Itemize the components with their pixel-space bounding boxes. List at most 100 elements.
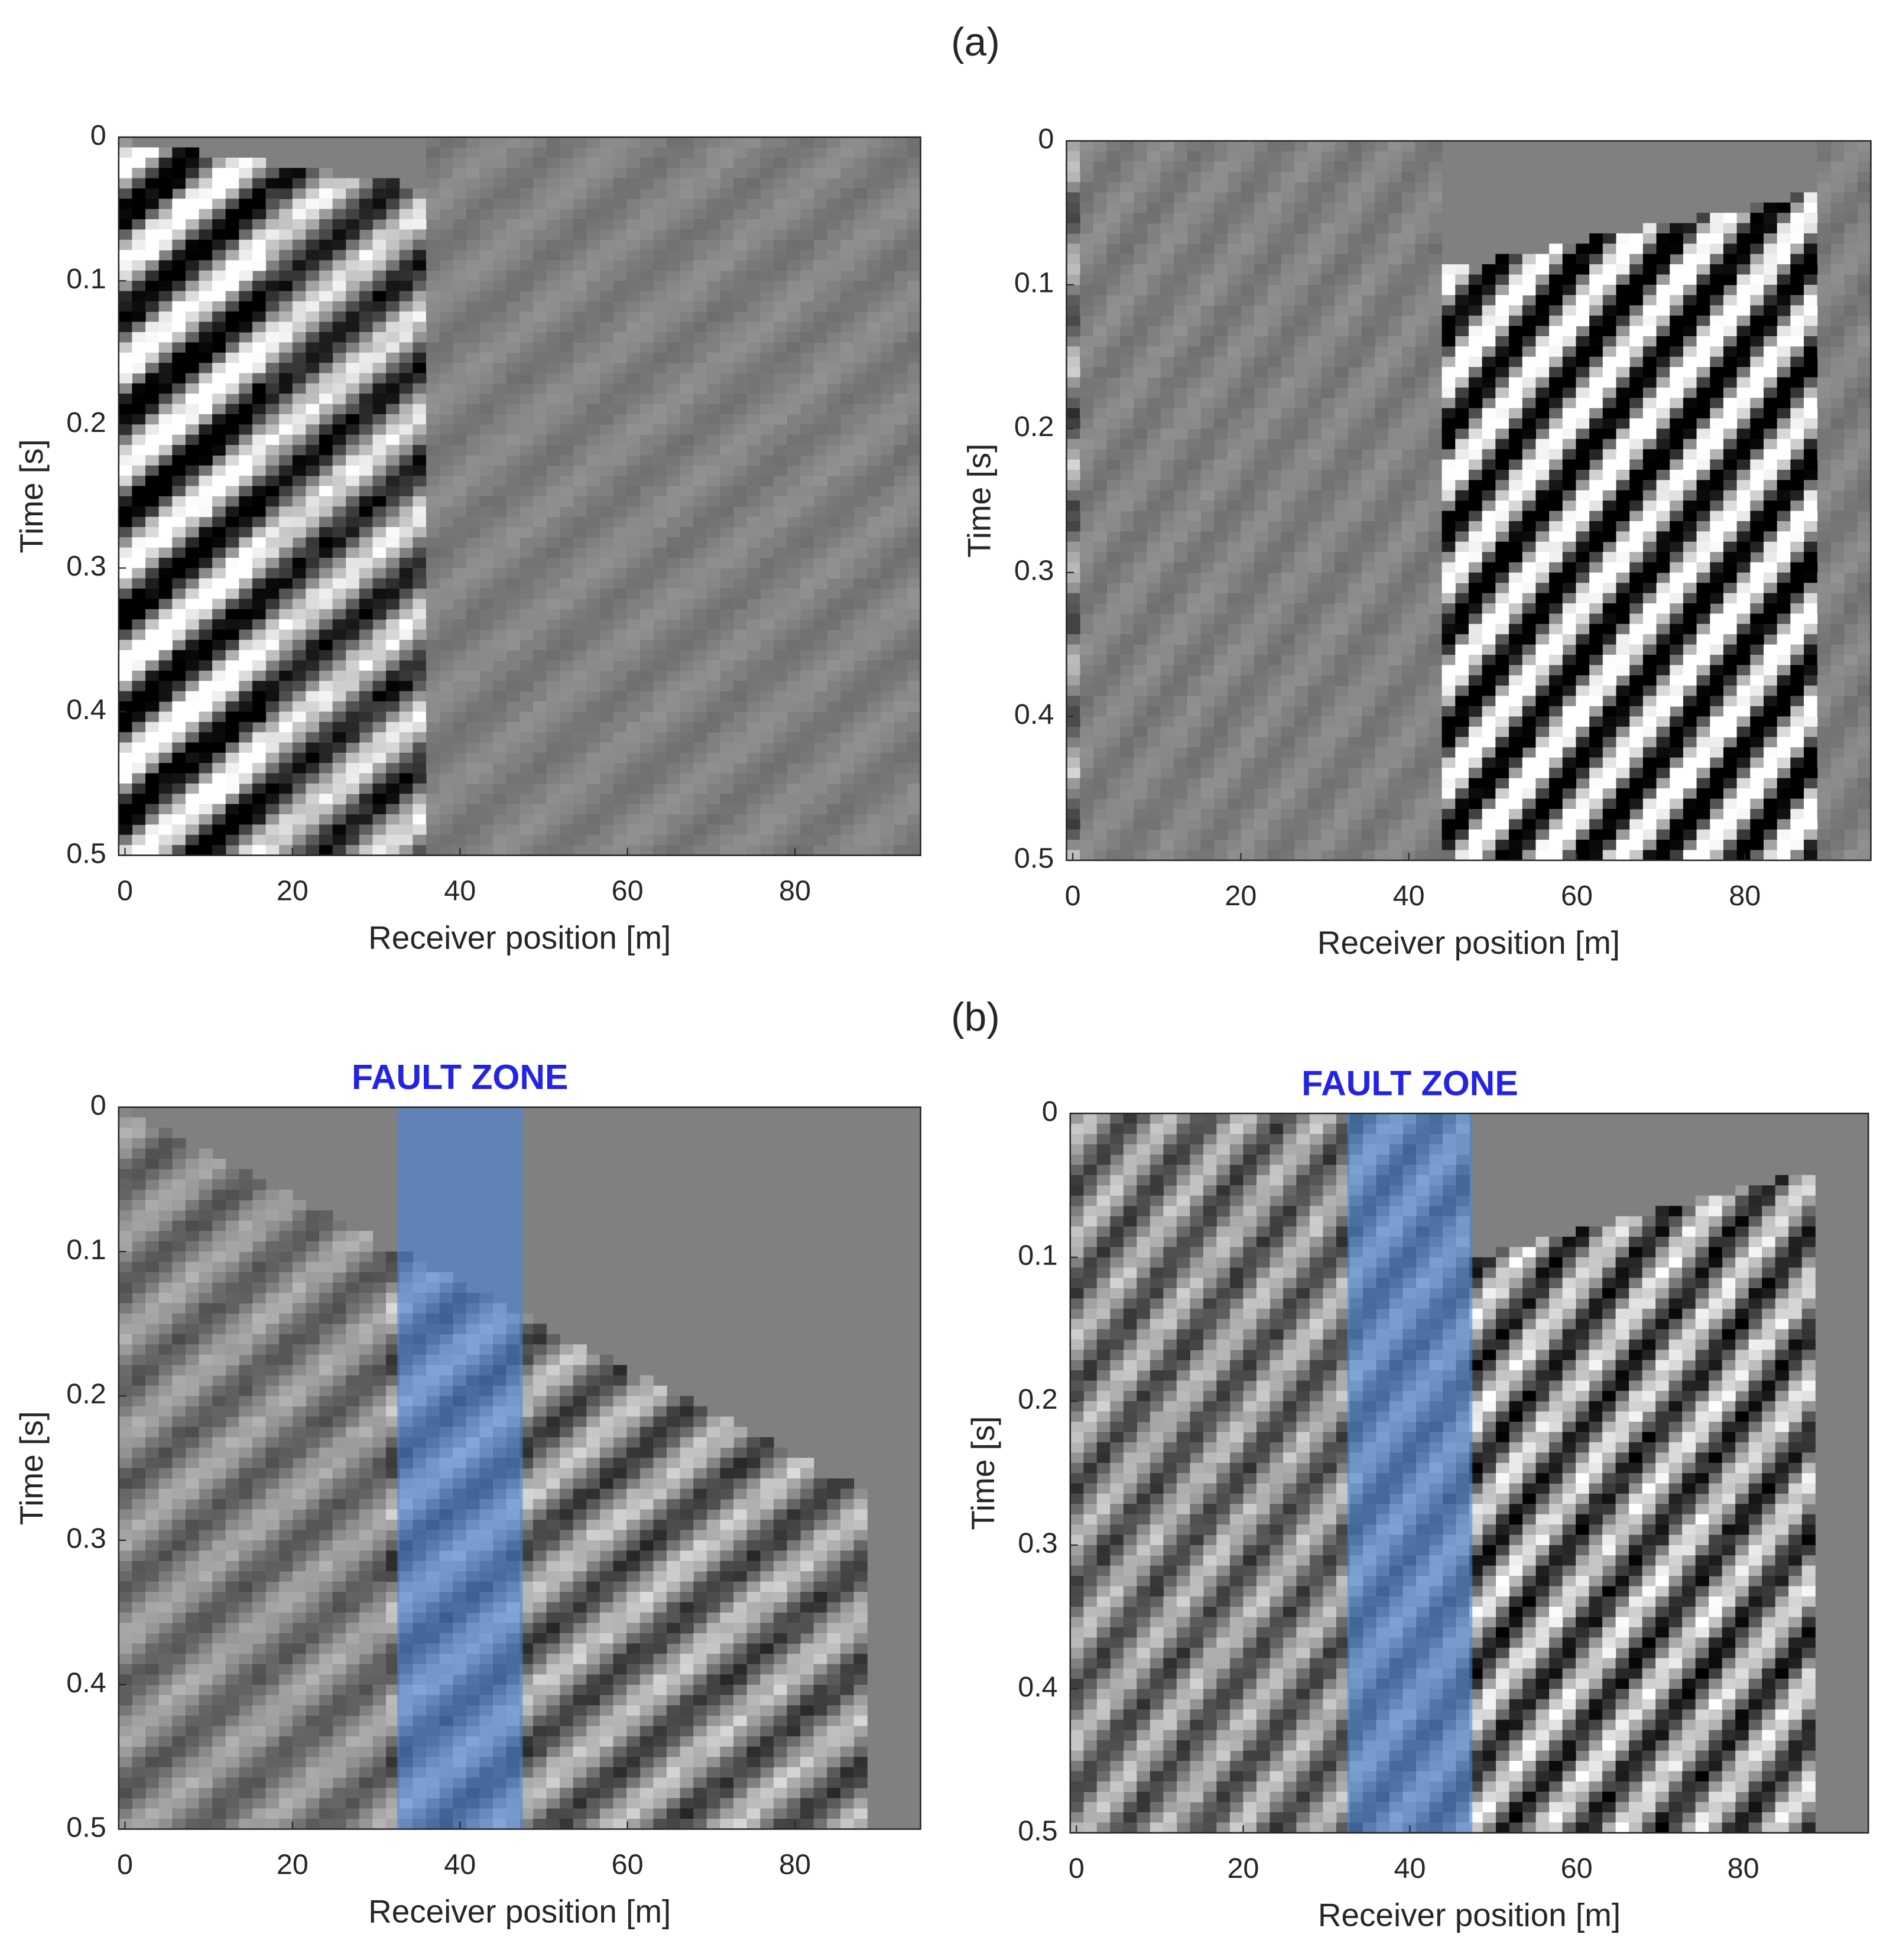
texture-cell: [626, 137, 641, 148]
texture-cell: [453, 260, 467, 271]
texture-cell: [386, 568, 400, 579]
texture-cell: [733, 188, 748, 199]
texture-cell: [413, 516, 427, 528]
texture-cell: [1066, 634, 1080, 645]
texture-cell: [1442, 726, 1456, 737]
texture-cell: [560, 681, 574, 692]
texture-cell: [1415, 603, 1429, 615]
texture-cell: [1455, 490, 1469, 501]
texture-cell: [680, 250, 694, 261]
texture-cell: [239, 373, 253, 384]
texture-cell: [199, 394, 213, 405]
texture-cell: [239, 650, 253, 661]
texture-cell: [1348, 541, 1362, 552]
texture-cell: [118, 199, 133, 210]
texture-cell: [132, 147, 146, 158]
texture-cell: [1335, 480, 1349, 491]
texture-cell: [1133, 470, 1148, 481]
texture-cell: [1428, 644, 1443, 655]
texture-cell: [212, 681, 226, 692]
texture-cell: [1213, 675, 1228, 686]
texture-cell: [306, 270, 320, 281]
texture-cell: [666, 506, 681, 518]
texture-cell: [252, 321, 267, 333]
texture-cell: [265, 291, 280, 302]
texture-cell: [399, 691, 413, 702]
texture-cell: [746, 794, 761, 805]
texture-cell: [599, 188, 614, 199]
texture-cell: [1455, 613, 1469, 625]
texture-cell: [1213, 213, 1228, 224]
texture-cell: [907, 331, 921, 343]
texture-cell: [639, 752, 654, 763]
texture-cell: [573, 794, 587, 805]
texture-cell: [693, 773, 707, 784]
texture-cell: [867, 291, 881, 302]
texture-cell: [1173, 788, 1188, 799]
texture-cell: [413, 229, 427, 240]
texture-cell: [1241, 747, 1255, 758]
texture-cell: [172, 414, 186, 425]
texture-cell: [626, 568, 641, 579]
texture-cell: [626, 444, 641, 456]
texture-cell: [573, 476, 587, 487]
texture-cell: [894, 168, 908, 179]
texture-cell: [492, 239, 507, 251]
texture-cell: [733, 557, 748, 568]
texture-cell: [1375, 253, 1389, 265]
texture-cell: [787, 834, 801, 846]
texture-cell: [1401, 623, 1415, 635]
texture-cell: [1401, 665, 1415, 676]
texture-cell: [1388, 808, 1402, 820]
texture-cell: [132, 229, 146, 240]
texture-cell: [172, 701, 186, 713]
texture-cell: [212, 794, 226, 805]
texture-cell: [506, 229, 520, 240]
texture-cell: [880, 609, 894, 620]
texture-cell: [279, 783, 293, 794]
texture-cell: [573, 270, 587, 281]
texture-cell: [639, 732, 654, 743]
texture-cell: [1361, 562, 1375, 573]
texture-cell: [399, 404, 413, 415]
texture-cell: [733, 373, 748, 384]
texture-cell: [599, 414, 614, 425]
texture-cell: [145, 157, 160, 168]
texture-cell: [1468, 377, 1483, 388]
texture-cell: [880, 773, 894, 784]
texture-cell: [1160, 151, 1174, 162]
texture-cell: [1388, 737, 1402, 748]
texture-cell: [319, 619, 333, 630]
texture-cell: [613, 373, 627, 384]
texture-cell: [479, 650, 494, 661]
texture-cell: [1321, 316, 1335, 327]
texture-cell: [1335, 295, 1349, 306]
texture-cell: [894, 199, 908, 210]
texture-cell: [439, 199, 453, 210]
texture-cell: [225, 752, 239, 763]
texture-cell: [426, 814, 440, 825]
texture-cell: [1106, 470, 1121, 481]
texture-cell: [252, 691, 267, 702]
texture-cell: [907, 199, 921, 210]
texture-cell: [118, 229, 133, 240]
texture-cell: [560, 331, 574, 343]
texture-cell: [520, 281, 534, 292]
texture-cell: [613, 578, 627, 589]
texture-cell: [359, 547, 374, 558]
texture-cell: [573, 434, 587, 446]
texture-cell: [439, 557, 453, 568]
texture-cell: [1455, 470, 1469, 481]
texture-cell: [346, 404, 360, 415]
texture-cell: [1375, 819, 1389, 830]
texture-cell: [894, 547, 908, 558]
texture-cell: [372, 639, 387, 651]
texture-cell: [185, 321, 200, 333]
texture-cell: [1187, 202, 1201, 213]
texture-cell: [426, 557, 440, 568]
texture-cell: [626, 721, 641, 733]
texture-cell: [1321, 326, 1335, 337]
texture-cell: [706, 260, 721, 271]
texture-cell: [853, 845, 868, 856]
texture-cell: [1066, 511, 1080, 522]
